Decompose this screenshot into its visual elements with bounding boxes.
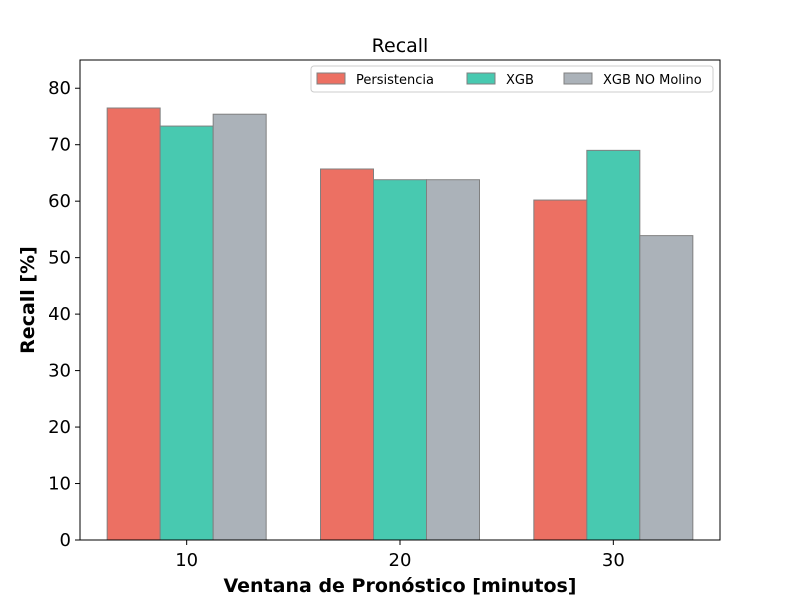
- legend-label-xgb: XGB: [506, 73, 534, 88]
- y-axis-title: Recall [%]: [17, 246, 39, 354]
- x-axis-title: Ventana de Pronóstico [minutos]: [224, 575, 577, 597]
- legend: Persistencia XGB XGB NO Molino: [310, 65, 714, 93]
- x-tick-label: 10: [175, 550, 198, 571]
- bar-persistencia-10: [106, 107, 161, 541]
- bar-xgb-10: [159, 125, 214, 541]
- legend-label-xgb-no-molino: XGB NO Molino: [603, 73, 702, 88]
- x-tick-label: 30: [602, 550, 625, 571]
- legend-label-persistencia: Persistencia: [356, 73, 434, 88]
- y-tick-label: 80: [48, 78, 71, 99]
- legend-swatch-persistencia: [316, 72, 346, 85]
- y-tick-label: 70: [48, 135, 71, 156]
- bar-xgb-no-molino-30: [639, 235, 694, 541]
- legend-frame: [310, 65, 714, 93]
- bar-xgb-20: [373, 179, 427, 541]
- y-tick-label: 30: [48, 361, 71, 382]
- bar-persistencia-20: [320, 168, 374, 541]
- chart-title: Recall: [372, 35, 429, 57]
- y-tick-label: 10: [48, 474, 71, 495]
- y-tick-label: 50: [48, 248, 71, 269]
- legend-swatch-xgb: [466, 72, 496, 85]
- x-tick-label: 20: [389, 550, 412, 571]
- legend-swatch-xgb-no-molino: [563, 72, 593, 85]
- bar-xgb-30: [586, 149, 641, 541]
- bar-xgb-no-molino-20: [426, 179, 480, 541]
- x-axis-ticks: 10 20 30: [175, 540, 625, 571]
- bars-group: [106, 107, 694, 541]
- y-tick-label: 40: [48, 304, 71, 325]
- y-tick-label: 0: [60, 530, 71, 551]
- y-axis-ticks: 0 10 20 30 40 50 60 70 80: [48, 78, 80, 551]
- bar-persistencia-30: [533, 199, 588, 541]
- y-tick-label: 60: [48, 191, 71, 212]
- y-tick-label: 20: [48, 417, 71, 438]
- bar-xgb-no-molino-10: [212, 113, 267, 541]
